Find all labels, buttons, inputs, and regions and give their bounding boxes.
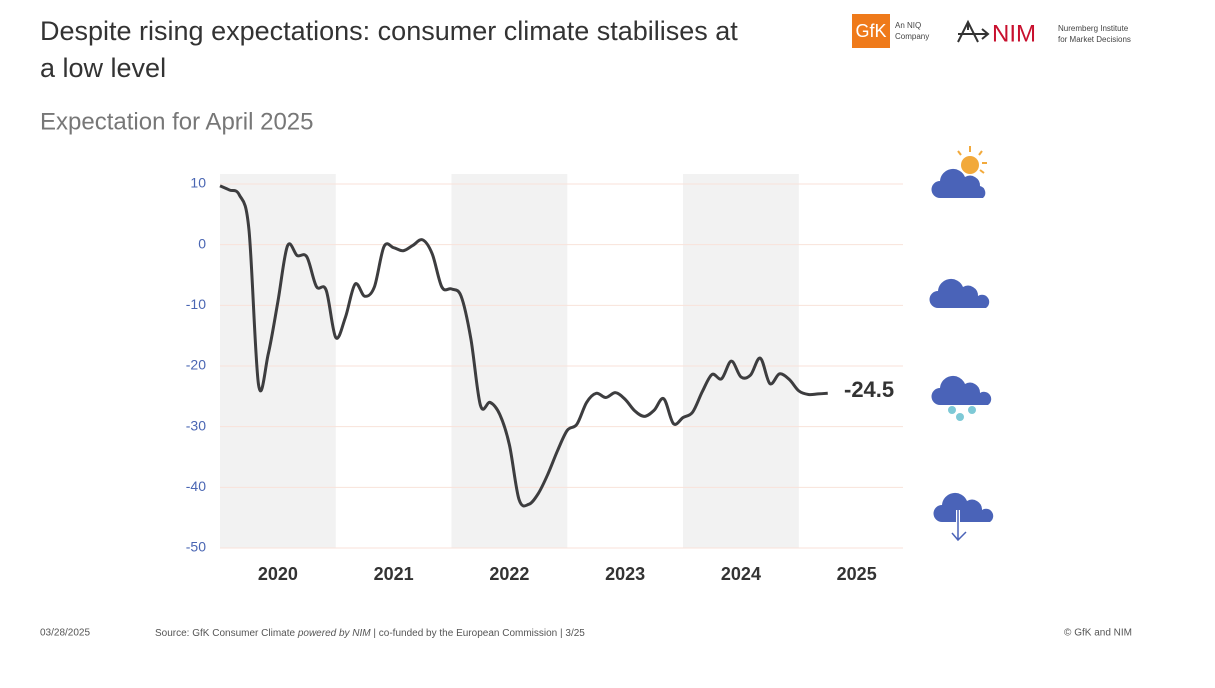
gfk-logo [852,14,890,48]
nim-tag: Nuremberg Institute [1058,24,1129,33]
gfk-tag: Company [895,32,929,41]
y-tick-label: -50 [186,539,206,555]
title: a low level [40,53,166,83]
nim-logo: NIM [992,20,1036,47]
source-c: | co-funded by the European Commission |… [371,628,586,639]
y-tick-label: 10 [190,175,206,191]
shaded-year [683,174,799,548]
x-tick-label: 2024 [721,564,761,584]
y-tick-label: -30 [186,417,206,433]
y-tick-label: 0 [198,235,206,251]
nim-tag: for Market Decisions [1058,35,1131,44]
shaded-year [451,174,568,548]
gfk-logo-text: GfK [855,21,886,41]
line [219,184,828,508]
subtitle: Expectation for April 2025 [40,108,314,135]
gfk-tag: An NIQ [895,21,921,30]
value-label: -24.5 [844,377,894,402]
source-b: powered by NIM [297,628,371,639]
x-tick-label: 2020 [258,564,298,584]
x-tick-label: 2025 [837,564,877,584]
footer-copyright: © GfK and NIM [1064,628,1132,639]
x-tick-label: 2021 [374,564,414,584]
shaded-year [220,174,336,548]
plot: 10 0 -10 -20 -30 -40 -50 2020 2021 2022 2023 2024 20… [186,174,903,584]
y-tick-label: -10 [186,296,206,312]
x-tick-label: 2023 [605,564,645,584]
footer-source: Source: GfK Consumer Climate powered by … [155,628,585,639]
weather-icons [929,146,994,543]
y-tick-label: -40 [186,478,206,494]
source-a: Source: GfK Consumer Climate [155,628,298,639]
x-tick-label: 2022 [489,564,529,584]
footer-date: 03/28/2025 [40,628,90,639]
nim-icon [957,19,990,43]
y-tick-label: -20 [186,357,206,373]
title: Despite rising expectations: consumer cl… [40,16,738,46]
